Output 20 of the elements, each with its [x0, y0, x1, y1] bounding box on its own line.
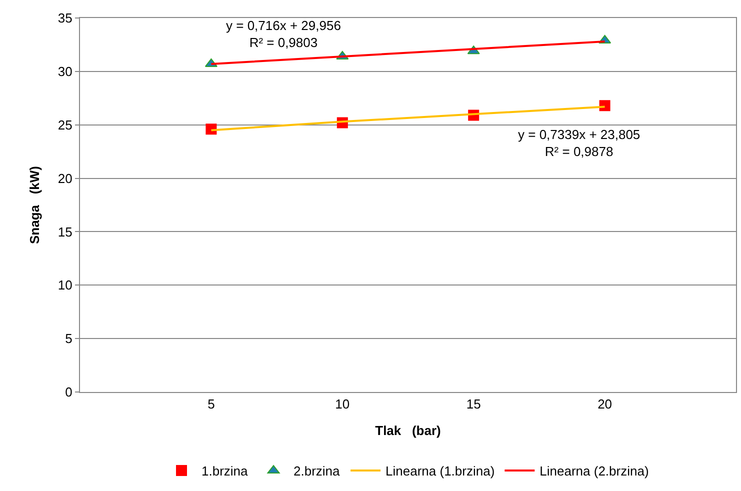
annotation: y = 0,716x + 29,956 R² = 0,9803 — [226, 18, 341, 50]
legend-label: Linearna (2.brzina) — [540, 464, 649, 479]
x-axis-title: Tlak (bar) — [375, 423, 441, 438]
y-tick-label: 35 — [58, 10, 72, 26]
y-axis-title: Snaga (kW) — [26, 166, 42, 244]
x-tick-label: 15 — [466, 396, 481, 412]
y-tick-label: 0 — [65, 384, 72, 400]
legend-label: Linearna (1.brzina) — [386, 464, 495, 479]
legend-label: 1.brzina — [202, 464, 249, 479]
annotation: y = 0,7339x + 23,805 R² = 0,9878 — [518, 127, 640, 159]
y-tick-label: 30 — [58, 64, 72, 79]
y-tick-label: 10 — [58, 278, 72, 293]
x-tick-label: 10 — [335, 396, 350, 412]
legend-label: 2.brzina — [294, 464, 341, 479]
y-tick-label: 5 — [65, 331, 72, 346]
y-tick-label: 25 — [58, 117, 72, 132]
y-tick-label: 15 — [58, 224, 72, 240]
x-tick-label: 20 — [598, 396, 612, 412]
y-tick-label: 20 — [58, 170, 72, 186]
x-tick-label: 5 — [208, 396, 215, 412]
